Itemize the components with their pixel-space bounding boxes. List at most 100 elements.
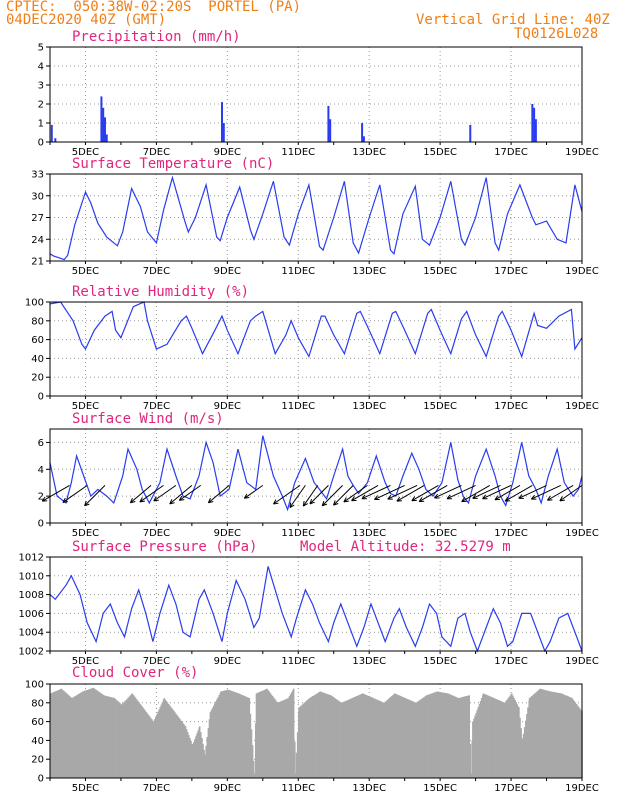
rh-ytick-label: 100 <box>25 298 44 309</box>
press-xtick-label: 5DEC <box>72 656 99 667</box>
wind-xtick-label: 7DEC <box>143 528 170 539</box>
rh-xtick-label: 13DEC <box>352 401 386 412</box>
cloud-area-col <box>489 696 491 778</box>
cloud-area-col <box>220 691 222 778</box>
wind-arrow-shaft <box>482 484 512 500</box>
cloud-area-col <box>401 696 404 778</box>
cloud-area-col <box>185 729 188 778</box>
cloud-area-col <box>397 694 399 778</box>
cloud-area-col <box>520 728 522 778</box>
precip-title: Precipitation (mm/h) <box>72 29 241 45</box>
precip-xtick-label: 19DEC <box>565 147 599 158</box>
cloud-area-col <box>88 689 91 778</box>
cloud-area-col <box>217 697 219 778</box>
cloud-area-col <box>67 694 69 778</box>
cloud-area-col <box>368 696 371 778</box>
wind-arrow-head <box>446 494 451 500</box>
precip-bar <box>103 117 106 142</box>
cloud-area-col <box>410 700 412 778</box>
cloud-area-col <box>211 707 214 778</box>
cloud-area-col <box>152 721 155 778</box>
cloud-area-col <box>431 693 433 778</box>
cloud-area-col <box>158 709 160 778</box>
cloud-area-col <box>362 693 364 778</box>
cloud-area-col <box>100 693 102 778</box>
wind-ytick-label: 4 <box>38 465 44 476</box>
cloud-area-col <box>508 696 510 778</box>
press-xtick-label: 9DEC <box>214 656 241 667</box>
wind-ytick-label: 2 <box>38 492 44 503</box>
cloud-area-col <box>183 723 185 778</box>
cloud-area-col <box>125 700 127 778</box>
rh-series-line <box>49 301 583 359</box>
cloud-area-col <box>156 714 158 778</box>
cloud-area-col <box>263 690 265 778</box>
cloud-area-col <box>259 691 261 778</box>
cloud-area-col <box>376 699 378 778</box>
cloud-area-col <box>111 697 113 778</box>
cloud-area-col <box>523 727 526 778</box>
cloud-area-col <box>294 741 296 778</box>
cloud-area-col <box>291 692 293 778</box>
cloud-area-col <box>525 720 527 778</box>
cloud-area-col <box>493 698 495 778</box>
wind-arrow-head <box>208 501 214 504</box>
wind-arrow-head <box>472 494 477 499</box>
cloud-area-col <box>105 695 107 778</box>
cloud-area-col <box>419 699 422 778</box>
cloud-xtick-label: 11DEC <box>281 783 315 794</box>
cloud-area-col <box>375 699 377 778</box>
cloud-area-col <box>150 717 152 778</box>
cloud-xtick-label: 7DEC <box>143 783 170 794</box>
cloud-area-col <box>273 697 275 778</box>
cloud-area-col <box>93 688 96 778</box>
cloud-area-col <box>546 690 548 778</box>
cloud-area-col <box>253 773 256 778</box>
cloud-area-col <box>385 700 388 778</box>
rh-xtick-label: 19DEC <box>565 401 599 412</box>
wind-arrow-shaft <box>411 484 439 502</box>
cloud-area-col <box>400 696 403 778</box>
precip-bar <box>533 107 536 142</box>
cloud-area-col <box>299 706 301 778</box>
rh-ytick-label: 80 <box>31 316 44 327</box>
cloud-area-col <box>117 701 119 778</box>
precip-xtick-label: 11DEC <box>281 147 315 158</box>
cloud-area-col <box>384 701 386 778</box>
cloud-title: Cloud Cover (%) <box>72 665 199 681</box>
cloud-area-col <box>529 697 532 778</box>
press-ytick-label: 1010 <box>19 571 44 582</box>
cloud-xtick-label: 15DEC <box>423 783 457 794</box>
wind-arrow-head <box>333 500 336 506</box>
cloud-area-col <box>340 702 343 778</box>
cloud-area-col <box>296 732 299 778</box>
cloud-area-col <box>452 695 455 778</box>
cloud-area-col <box>81 691 84 778</box>
cloud-area-col <box>169 705 171 778</box>
cloud-area-col <box>206 736 208 778</box>
cloud-area-col <box>139 703 141 778</box>
cloud-area-col <box>355 696 358 778</box>
cloud-area-col <box>79 693 81 778</box>
cloud-area-col <box>301 704 304 778</box>
wind-arrow-shaft <box>343 484 368 503</box>
cloud-area-col <box>500 701 502 778</box>
cloud-area-col <box>98 691 100 778</box>
wind-arrow-head <box>559 496 563 502</box>
cloud-area-col <box>202 743 204 778</box>
cloud-area-col <box>191 745 194 778</box>
wind-arrow-shaft <box>518 484 547 499</box>
wind-arrow-shaft <box>504 484 533 502</box>
temp-ytick-label: 21 <box>31 257 44 268</box>
cloud-area-col <box>89 688 92 778</box>
cloud-area-col <box>319 691 321 778</box>
precip-bar <box>361 123 364 142</box>
cloud-area-col <box>472 721 474 778</box>
cloud-area-col <box>260 691 262 778</box>
cloud-area-col <box>195 736 197 778</box>
wind-arrow-shaft <box>208 485 230 504</box>
cloud-area-col <box>55 691 57 778</box>
cloud-area-col <box>405 698 408 778</box>
cloud-area-col <box>562 694 565 778</box>
wind-arrow-head <box>530 494 535 500</box>
